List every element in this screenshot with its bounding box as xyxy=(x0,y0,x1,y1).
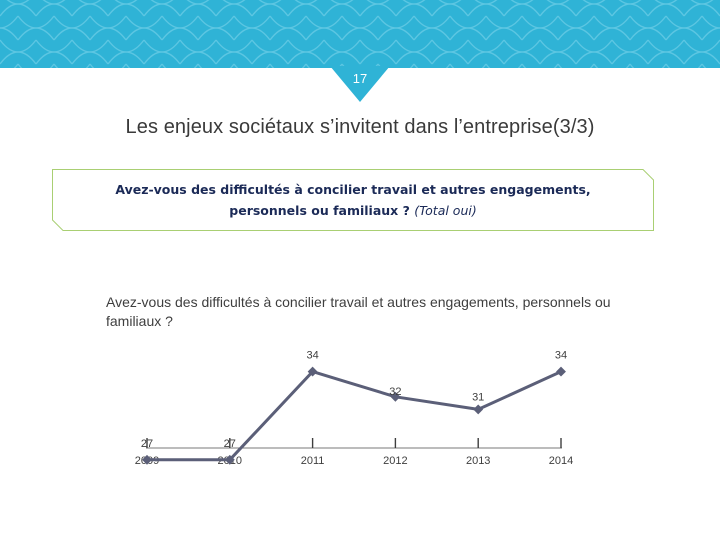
banner-notch xyxy=(330,66,390,102)
data-label-2012: 32 xyxy=(389,386,401,398)
data-label-2011: 34 xyxy=(306,350,318,362)
total-note: (Total oui) xyxy=(414,203,477,218)
question-line-2: personnels ou familiaux ? (Total oui) xyxy=(52,200,654,221)
data-label-2009: 27 xyxy=(141,438,153,450)
x-tick-label-2011: 2011 xyxy=(301,455,325,467)
series-line xyxy=(147,370,562,462)
page-number: 17 xyxy=(352,71,368,86)
question-line-2-text: personnels ou familiaux ? xyxy=(229,203,410,218)
x-tick-label-2013: 2013 xyxy=(466,455,490,467)
question-box: Avez-vous des difficultés à concilier tr… xyxy=(52,169,654,231)
x-tick-label-2014: 2014 xyxy=(549,455,573,467)
data-point-2012 xyxy=(390,391,401,402)
data-point-2009 xyxy=(142,454,152,465)
data-point-2013 xyxy=(473,404,484,415)
question-box-frame xyxy=(52,169,654,231)
data-label-2010: 27 xyxy=(224,438,236,450)
question-line-1: Avez-vous des difficultés à concilier tr… xyxy=(115,182,591,197)
data-label-2014: 34 xyxy=(555,350,567,362)
data-point-2014 xyxy=(556,366,566,377)
slide-title: Les enjeux sociétaux s’invitent dans l’e… xyxy=(125,116,595,138)
x-tick-label-2012: 2012 xyxy=(383,455,407,467)
data-label-2013: 31 xyxy=(472,391,484,403)
chart-caption: Avez-vous des difficultés à concilier tr… xyxy=(106,294,611,329)
data-point-2011 xyxy=(307,366,318,377)
question-text: Avez-vous des difficultés à concilier tr… xyxy=(52,179,654,221)
data-point-2010 xyxy=(224,454,235,465)
header-banner xyxy=(0,0,720,68)
banner-pattern xyxy=(0,0,720,68)
